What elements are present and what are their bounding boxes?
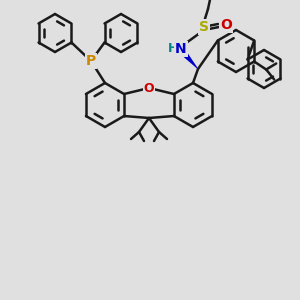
Polygon shape xyxy=(179,49,198,69)
Text: O: O xyxy=(220,18,232,32)
Text: P: P xyxy=(86,54,96,68)
Text: O: O xyxy=(144,82,154,94)
Text: N: N xyxy=(175,42,187,56)
Text: S: S xyxy=(199,20,209,34)
Text: H: H xyxy=(168,43,178,56)
